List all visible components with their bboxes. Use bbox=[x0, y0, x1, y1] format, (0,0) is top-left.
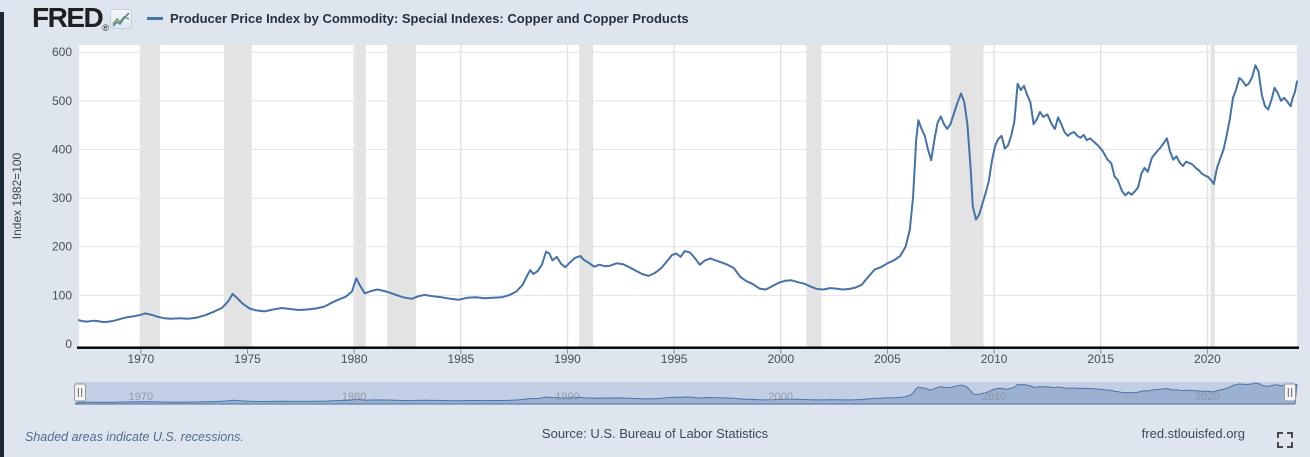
plot-area[interactable] bbox=[79, 45, 1297, 347]
legend-line-swatch bbox=[147, 16, 163, 20]
x-tick-label: 2000 bbox=[767, 352, 794, 366]
recession-band bbox=[950, 45, 984, 347]
sparkline-chart-icon bbox=[110, 9, 132, 29]
recession-band bbox=[579, 45, 594, 347]
y-tick-label: 400 bbox=[52, 142, 72, 156]
recession-note: Shaded areas indicate U.S. recessions. bbox=[25, 430, 244, 444]
fred-site-link[interactable]: fred.stlouisfed.org bbox=[1141, 426, 1245, 441]
x-tick-label: 2010 bbox=[981, 352, 1008, 366]
navigator-tick-label: 2020 bbox=[1195, 391, 1219, 403]
fullscreen-expand-icon[interactable] bbox=[1276, 431, 1294, 449]
navigator-handle-right[interactable] bbox=[1284, 383, 1296, 402]
recession-band bbox=[806, 45, 822, 347]
navigator-tick-label: 1970 bbox=[129, 391, 153, 403]
x-tick-label: 2015 bbox=[1087, 352, 1114, 366]
x-tick-label: 1995 bbox=[661, 352, 688, 366]
data-line-copper-ppi bbox=[78, 64, 1298, 324]
recession-band bbox=[387, 45, 417, 347]
navigator-tick-label: 1990 bbox=[555, 391, 579, 403]
y-tick-label: 300 bbox=[52, 191, 72, 205]
y-axis-title: Index 1982=100 bbox=[10, 152, 24, 239]
fred-logo[interactable]: FRED® bbox=[32, 2, 109, 34]
recession-band bbox=[1210, 45, 1215, 347]
recession-band bbox=[139, 45, 161, 347]
x-tick-label: 1970 bbox=[128, 352, 155, 366]
x-tick-label: 1990 bbox=[554, 352, 581, 366]
navigator-handle-left[interactable] bbox=[74, 383, 86, 402]
x-axis-line bbox=[77, 346, 1299, 349]
navigator-tick-label: 2010 bbox=[982, 391, 1006, 403]
x-tick-label: 1975 bbox=[234, 352, 261, 366]
y-tick-label: 600 bbox=[52, 45, 72, 59]
y-tick-label: 200 bbox=[52, 240, 72, 254]
fred-logo-text: FRED bbox=[32, 2, 104, 33]
x-tick-label: 1980 bbox=[341, 352, 368, 366]
chart-header: FRED® Producer Price Index by Commodity:… bbox=[0, 0, 1310, 37]
y-tick-label: 500 bbox=[52, 94, 72, 108]
legend-item[interactable]: Producer Price Index by Commodity: Speci… bbox=[147, 5, 689, 31]
source-text: Source: U.S. Bureau of Labor Statistics bbox=[541, 426, 769, 441]
x-tick-label: 2020 bbox=[1194, 352, 1221, 366]
x-tick-label: 2005 bbox=[874, 352, 901, 366]
x-tick-label: 1985 bbox=[447, 352, 474, 366]
registered-trademark: ® bbox=[102, 23, 109, 33]
navigator-tick-label: 1980 bbox=[342, 391, 366, 403]
navigator-tick-label: 2000 bbox=[769, 391, 793, 403]
navigator-area-series bbox=[74, 382, 1298, 405]
window-edge-bar bbox=[0, 12, 4, 457]
recession-band bbox=[355, 45, 366, 347]
y-tick-label: 0 bbox=[65, 337, 72, 351]
y-tick-label: 100 bbox=[52, 288, 72, 302]
legend-series-label: Producer Price Index by Commodity: Speci… bbox=[170, 10, 689, 26]
